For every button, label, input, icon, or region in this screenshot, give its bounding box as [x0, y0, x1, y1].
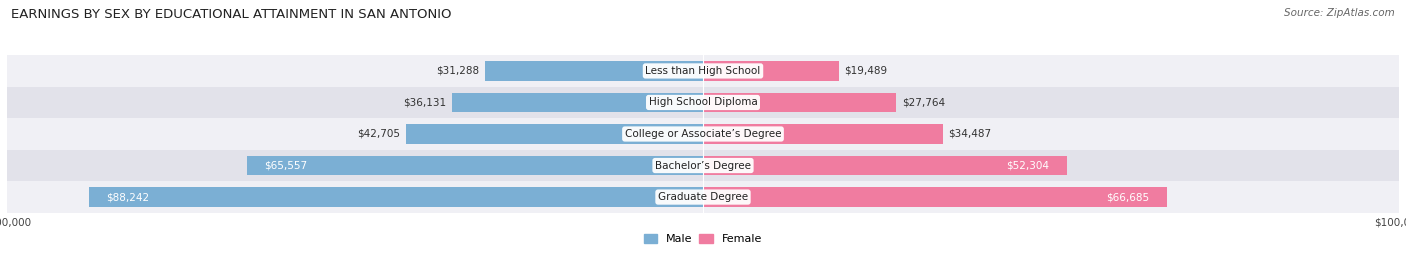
- Bar: [246, 156, 703, 175]
- Bar: [485, 61, 703, 81]
- Bar: [7, 118, 1399, 150]
- Legend: Male, Female: Male, Female: [644, 234, 762, 244]
- Text: EARNINGS BY SEX BY EDUCATIONAL ATTAINMENT IN SAN ANTONIO: EARNINGS BY SEX BY EDUCATIONAL ATTAINMEN…: [11, 8, 451, 21]
- Bar: [703, 124, 943, 144]
- Text: $66,685: $66,685: [1107, 192, 1150, 202]
- Bar: [703, 93, 896, 112]
- Text: Graduate Degree: Graduate Degree: [658, 192, 748, 202]
- Bar: [451, 93, 703, 112]
- Text: $31,288: $31,288: [436, 66, 479, 76]
- Bar: [703, 156, 1067, 175]
- Text: $42,705: $42,705: [357, 129, 401, 139]
- Text: $65,557: $65,557: [264, 161, 308, 170]
- Text: Source: ZipAtlas.com: Source: ZipAtlas.com: [1284, 8, 1395, 18]
- Bar: [89, 187, 703, 207]
- Bar: [703, 187, 1167, 207]
- Text: High School Diploma: High School Diploma: [648, 98, 758, 107]
- Text: $52,304: $52,304: [1007, 161, 1050, 170]
- Text: $19,489: $19,489: [844, 66, 887, 76]
- Bar: [7, 150, 1399, 181]
- Text: $88,242: $88,242: [107, 192, 149, 202]
- Bar: [406, 124, 703, 144]
- Text: $34,487: $34,487: [949, 129, 991, 139]
- Bar: [7, 181, 1399, 213]
- Bar: [7, 87, 1399, 118]
- Bar: [7, 55, 1399, 87]
- Bar: [703, 61, 838, 81]
- Text: $27,764: $27,764: [901, 98, 945, 107]
- Text: College or Associate’s Degree: College or Associate’s Degree: [624, 129, 782, 139]
- Text: $36,131: $36,131: [404, 98, 446, 107]
- Text: Bachelor’s Degree: Bachelor’s Degree: [655, 161, 751, 170]
- Text: Less than High School: Less than High School: [645, 66, 761, 76]
